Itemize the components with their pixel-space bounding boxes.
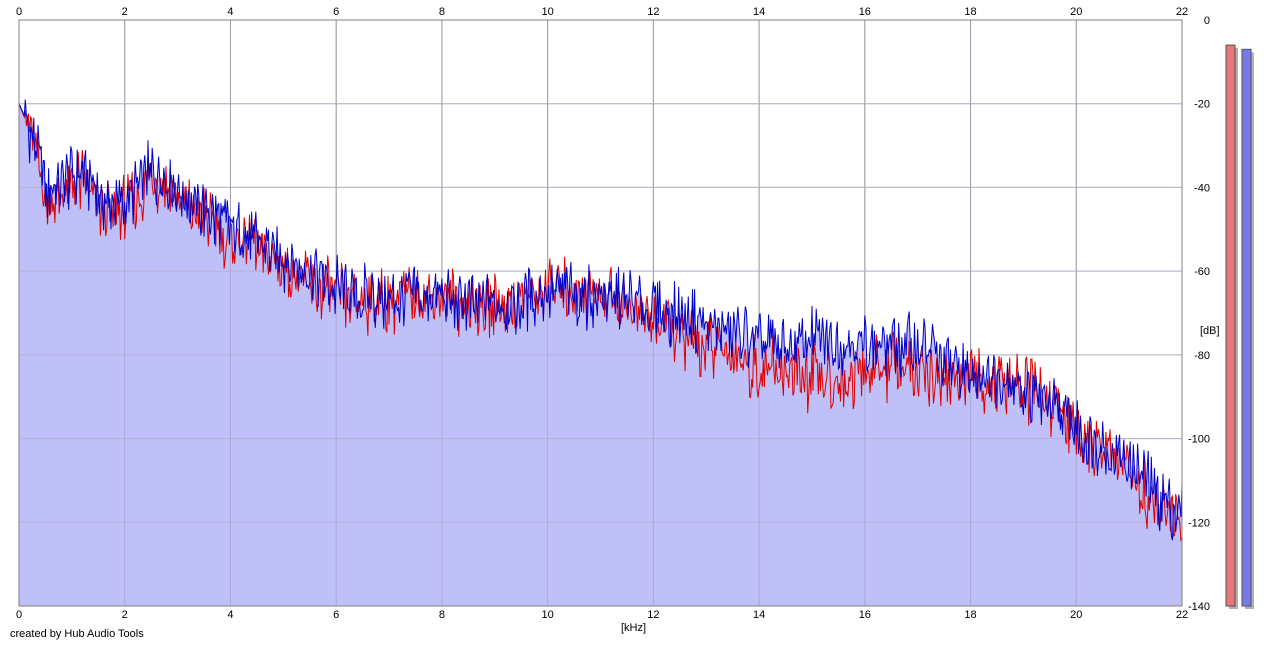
- y-tick-label: -120: [1188, 517, 1210, 529]
- credit-text: created by Hub Audio Tools: [10, 628, 144, 640]
- x-tick-label-bottom: 18: [964, 609, 976, 621]
- x-tick-label-top: 0: [16, 6, 22, 18]
- x-tick-label-bottom: 14: [753, 609, 765, 621]
- x-tick-label-top: 8: [439, 6, 445, 18]
- x-tick-label-bottom: 20: [1070, 609, 1082, 621]
- x-tick-label-top: 16: [859, 6, 871, 18]
- x-tick-label-top: 2: [122, 6, 128, 18]
- x-tick-label-top: 14: [753, 6, 765, 18]
- y-axis-unit-label: [dB]: [1200, 325, 1220, 337]
- plot-frame: [18, 19, 1183, 607]
- y-tick-label: -40: [1194, 182, 1210, 194]
- series-line-1: [18, 103, 1183, 543]
- y-tick-label: -60: [1194, 266, 1210, 278]
- x-tick-label-top: 22: [1176, 6, 1188, 18]
- spectrum-lines: [18, 99, 1183, 543]
- y-tick-label: -20: [1194, 99, 1210, 111]
- x-tick-label-bottom: 10: [542, 609, 554, 621]
- y-tick-label: -100: [1188, 434, 1210, 446]
- series-line-0: [18, 99, 1183, 541]
- level-meters: [1225, 44, 1254, 610]
- x-tick-label-bottom: 2: [122, 609, 128, 621]
- x-tick-label-bottom: 16: [859, 609, 871, 621]
- x-tick-label-top: 18: [964, 6, 976, 18]
- x-tick-label-bottom: 12: [647, 609, 659, 621]
- x-tick-label-bottom: 8: [439, 609, 445, 621]
- level-meter-1: [1241, 48, 1252, 607]
- x-tick-label-top: 10: [542, 6, 554, 18]
- x-tick-label-bottom: 0: [16, 609, 22, 621]
- x-tick-label-top: 12: [647, 6, 659, 18]
- x-tick-label-top: 4: [227, 6, 233, 18]
- x-tick-label-top: 6: [333, 6, 339, 18]
- y-tick-label: -140: [1188, 601, 1210, 613]
- x-tick-label-bottom: 6: [333, 609, 339, 621]
- y-tick-label: -80: [1194, 350, 1210, 362]
- x-axis-unit-label: [kHz]: [621, 622, 647, 634]
- x-tick-label-bottom: 22: [1176, 609, 1188, 621]
- y-tick-label: 0: [1204, 15, 1210, 27]
- spectrum-fill: [19, 99, 1182, 606]
- axes: 002244668810101212141416161818202022220-…: [16, 6, 1220, 621]
- x-tick-label-bottom: 4: [227, 609, 233, 621]
- level-meter-0: [1225, 44, 1236, 607]
- x-tick-label-top: 20: [1070, 6, 1082, 18]
